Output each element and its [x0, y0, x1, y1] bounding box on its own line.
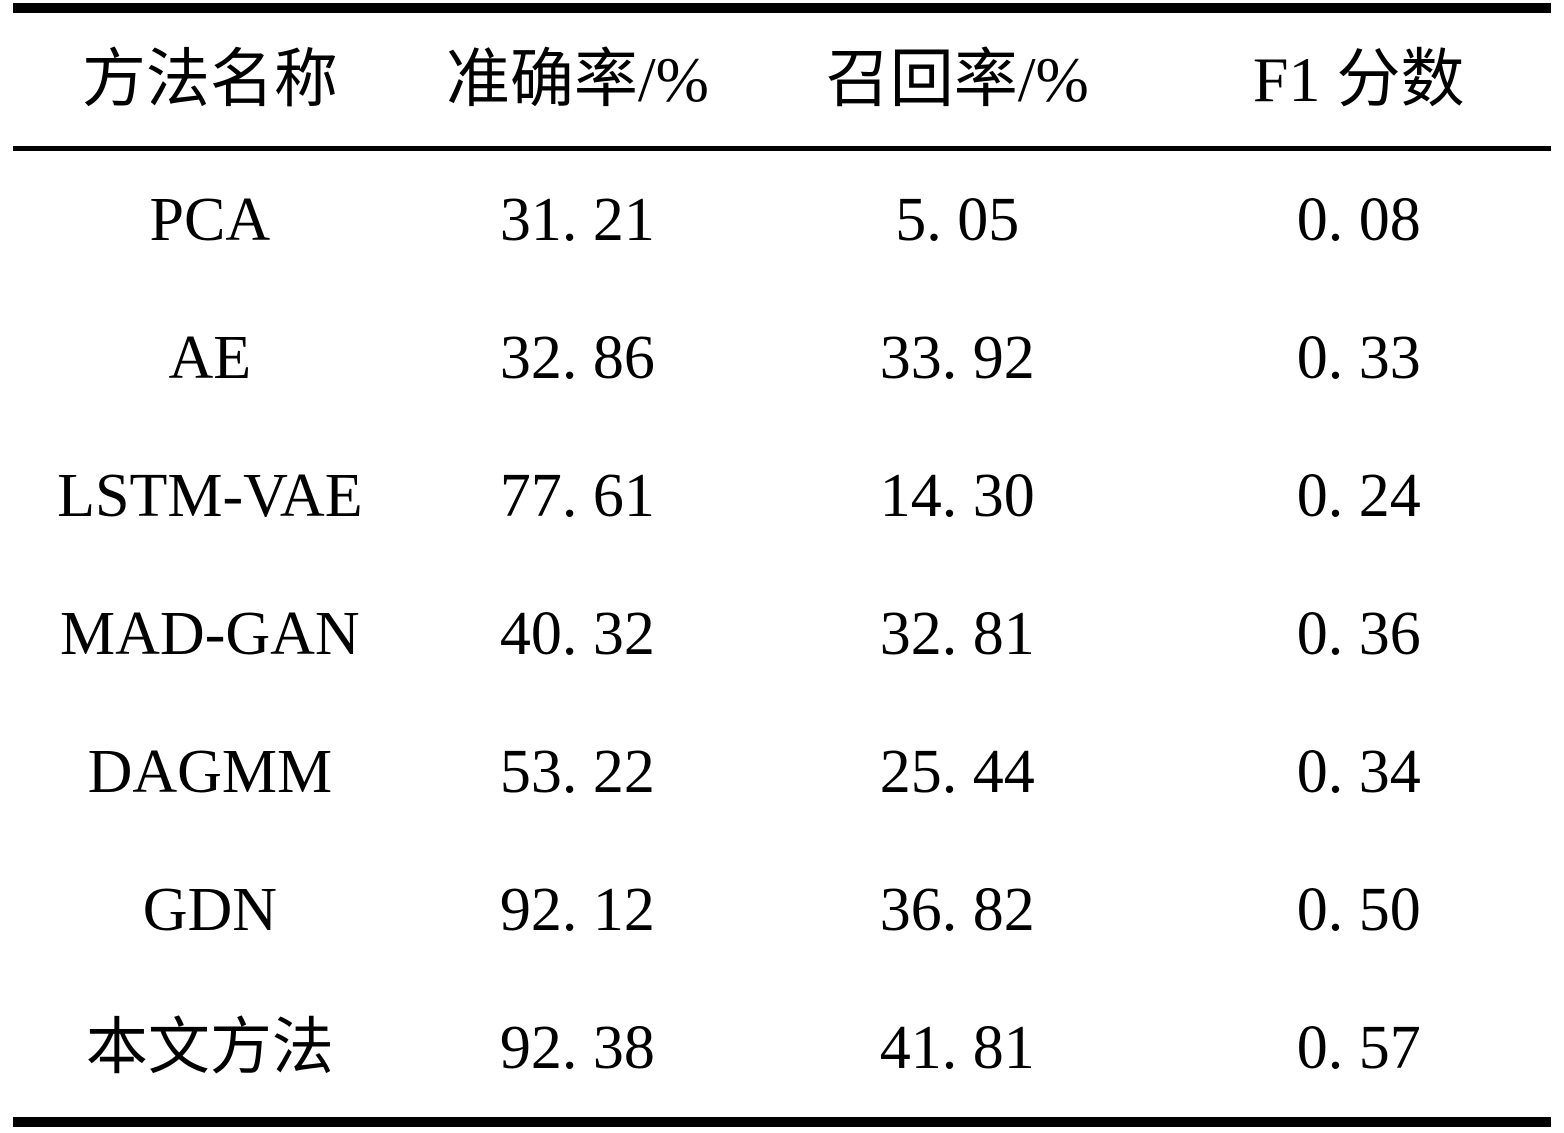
- cell-method: MAD-GAN: [60, 600, 360, 668]
- cell-precision: 40. 32: [499, 600, 655, 668]
- cell-f1: 0. 08: [1296, 186, 1421, 254]
- table-row: MAD-GAN 40. 32 32. 81 0. 36: [13, 565, 1551, 703]
- cell-recall: 36. 82: [879, 876, 1035, 944]
- cell-method: GDN: [142, 876, 278, 944]
- cell-f1: 0. 34: [1296, 738, 1421, 806]
- cell-precision: 92. 38: [499, 1014, 655, 1082]
- cell-precision: 77. 61: [499, 462, 655, 530]
- table-row: AE 32. 86 33. 92 0. 33: [13, 289, 1551, 427]
- col-header-method: 方法名称: [81, 43, 338, 115]
- cell-f1: 0. 57: [1296, 1014, 1421, 1082]
- cell-method: AE: [168, 324, 252, 392]
- table-row: LSTM-VAE 77. 61 14. 30 0. 24: [13, 427, 1551, 565]
- cell-precision: 32. 86: [499, 324, 655, 392]
- cell-method: 本文方法: [85, 1014, 334, 1082]
- cell-f1: 0. 50: [1296, 876, 1421, 944]
- cell-f1: 0. 24: [1296, 462, 1421, 530]
- table-row: GDN 92. 12 36. 82 0. 50: [13, 841, 1551, 979]
- cell-recall: 32. 81: [879, 600, 1035, 668]
- table-row: 本文方法 92. 38 41. 81 0. 57: [13, 979, 1551, 1117]
- cell-precision: 92. 12: [499, 876, 655, 944]
- cell-precision: 53. 22: [499, 738, 655, 806]
- cell-method: DAGMM: [87, 738, 333, 806]
- cell-f1: 0. 36: [1296, 600, 1421, 668]
- cell-precision: 31. 21: [499, 186, 655, 254]
- table-body: PCA 31. 21 5. 05 0. 08 AE 32. 86 33. 92 …: [13, 151, 1551, 1117]
- cell-recall: 33. 92: [879, 324, 1035, 392]
- table-row: DAGMM 53. 22 25. 44 0. 34: [13, 703, 1551, 841]
- col-header-f1: F1 分数: [1252, 43, 1465, 115]
- cell-method: LSTM-VAE: [57, 462, 363, 530]
- col-header-precision: 准确率/%: [445, 43, 709, 115]
- cell-recall: 14. 30: [879, 462, 1035, 530]
- table-row: PCA 31. 21 5. 05 0. 08: [13, 151, 1551, 289]
- results-table: 方法名称 准确率/% 召回率/% F1 分数 PCA 31. 21 5. 05 …: [13, 3, 1551, 1127]
- cell-recall: 25. 44: [879, 738, 1035, 806]
- cell-recall: 41. 81: [879, 1014, 1035, 1082]
- cell-recall: 5. 05: [895, 186, 1020, 254]
- col-header-recall: 召回率/%: [825, 43, 1089, 115]
- cell-f1: 0. 33: [1296, 324, 1421, 392]
- cell-method: PCA: [149, 186, 271, 254]
- table-header-row: 方法名称 准确率/% 召回率/% F1 分数: [13, 13, 1551, 151]
